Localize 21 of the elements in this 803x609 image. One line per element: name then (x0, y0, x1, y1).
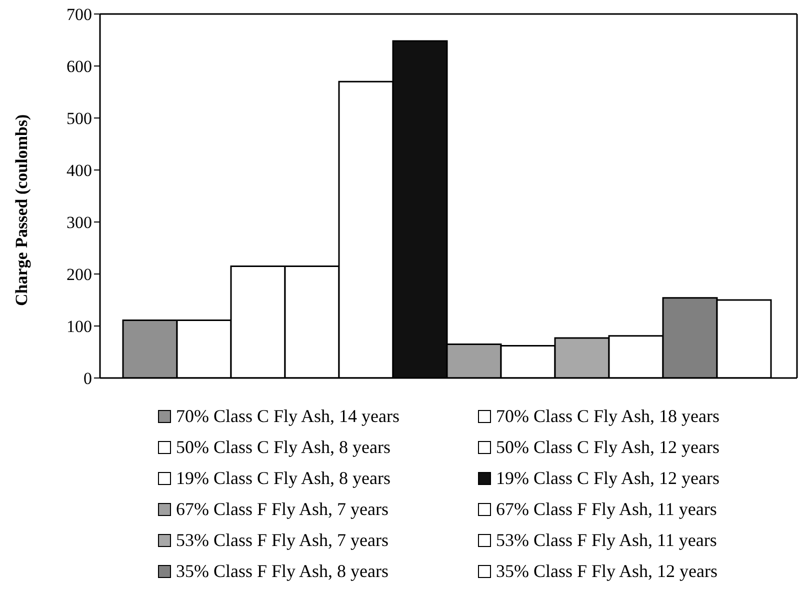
legend-label: 35% Class F Fly Ash, 8 years (176, 561, 389, 582)
legend-label: 53% Class F Fly Ash, 7 years (176, 530, 389, 551)
y-tick-label: 500 (66, 109, 92, 128)
legend-label: 67% Class F Fly Ash, 7 years (176, 499, 389, 520)
y-tick-label: 100 (66, 317, 92, 336)
y-tick-label: 400 (66, 161, 92, 180)
y-axis-title: Charge Passed (coulombs) (12, 114, 32, 306)
legend-label: 67% Class F Fly Ash, 11 years (496, 499, 717, 520)
legend-label: 70% Class C Fly Ash, 18 years (496, 406, 720, 427)
legend-label: 35% Class F Fly Ash, 12 years (496, 561, 718, 582)
y-tick-label: 0 (84, 369, 92, 388)
legend-label: 50% Class C Fly Ash, 8 years (176, 437, 391, 458)
y-tick-label: 200 (66, 265, 92, 284)
legend-label: 53% Class F Fly Ash, 11 years (496, 530, 717, 551)
legend-label: 70% Class C Fly Ash, 14 years (176, 406, 400, 427)
y-tick-label: 300 (66, 213, 92, 232)
legend-label: 50% Class C Fly Ash, 12 years (496, 437, 720, 458)
legend-label: 19% Class C Fly Ash, 12 years (496, 468, 720, 489)
y-tick-label: 700 (66, 5, 92, 24)
legend-label: 19% Class C Fly Ash, 8 years (176, 468, 391, 489)
y-tick-label: 600 (66, 57, 92, 76)
